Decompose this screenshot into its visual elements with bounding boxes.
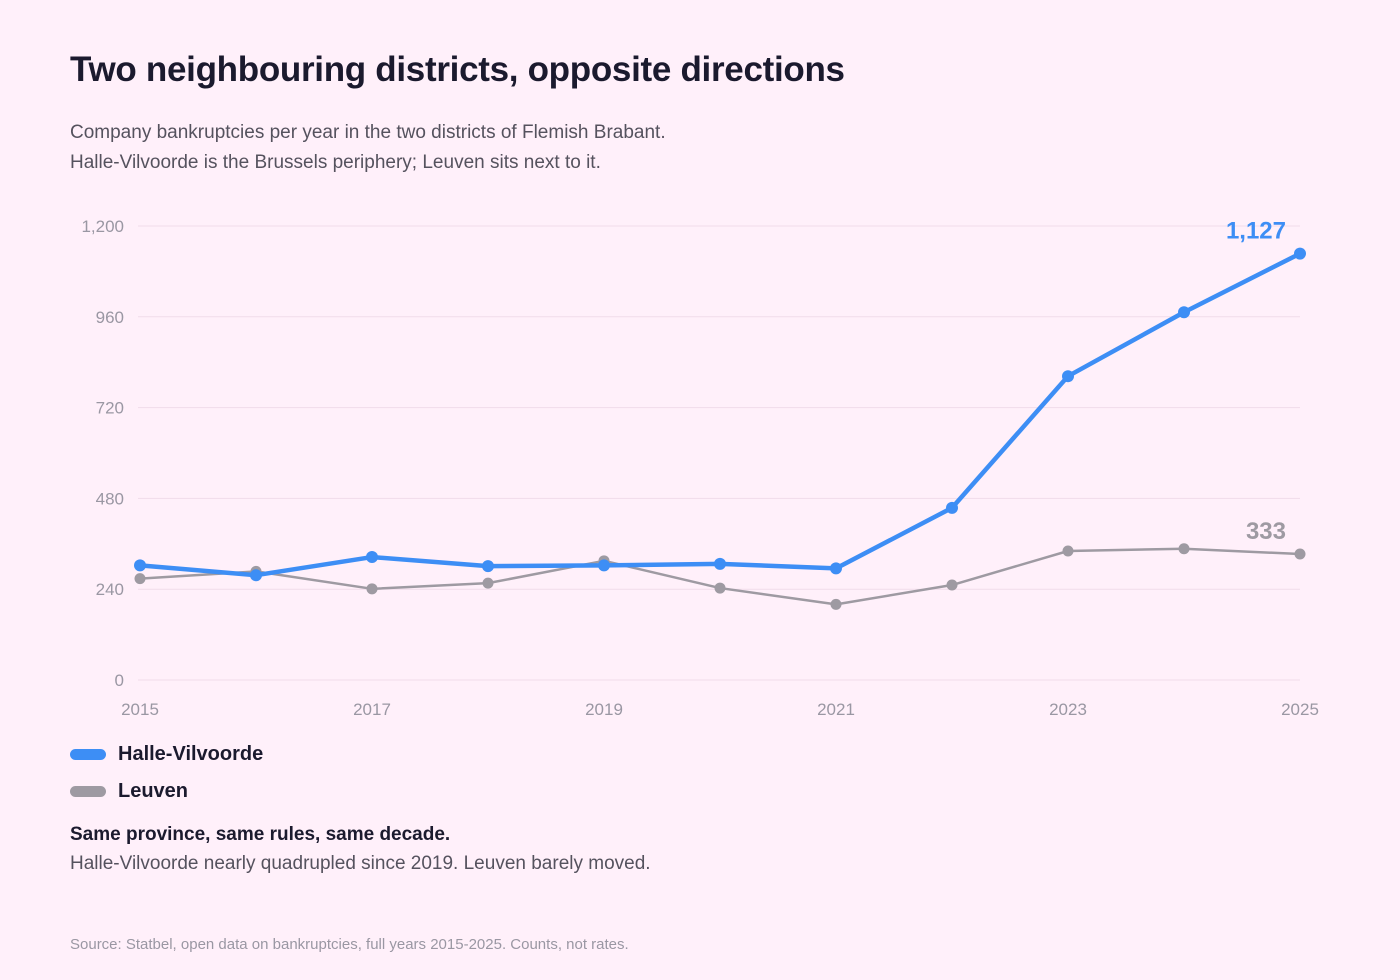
subtitle-line-1: Company bankruptcies per year in the two… xyxy=(70,122,666,143)
x-tick-label-2023: 2023 xyxy=(1049,700,1087,719)
chart-title: Two neighbouring districts, opposite dir… xyxy=(70,50,845,89)
point-halle-vilvoorde-2019 xyxy=(598,559,610,572)
x-tick-label-2021: 2021 xyxy=(817,700,855,719)
end-label-leuven: 333 xyxy=(1246,518,1286,545)
takeaway-body: Halle-Vilvoorde nearly quadrupled since … xyxy=(70,853,651,874)
series-line-halle-vilvoorde xyxy=(137,251,1303,578)
point-halle-vilvoorde-2025 xyxy=(1294,247,1306,260)
subtitle-line-2: Halle-Vilvoorde is the Brussels peripher… xyxy=(70,152,601,173)
end-label-halle-vilvoorde: 1,127 xyxy=(1226,218,1286,245)
legend: Halle-Vilvoorde Leuven xyxy=(70,736,263,810)
point-halle-vilvoorde-2022 xyxy=(946,501,958,514)
point-leuven-2015 xyxy=(134,573,146,585)
y-axis-ticks: 0 240 480 720 960 1,200 xyxy=(81,217,124,690)
point-leuven-2022 xyxy=(946,579,958,591)
point-leuven-2021 xyxy=(830,598,842,610)
end-labels: 333 1,127 xyxy=(1226,218,1286,545)
takeaway-headline: Same province, same rules, same decade. xyxy=(70,824,451,845)
point-leuven-2020 xyxy=(714,582,726,594)
point-halle-vilvoorde-2023 xyxy=(1062,370,1074,383)
grid-lines xyxy=(138,225,1300,681)
point-halle-vilvoorde-2020 xyxy=(714,557,726,570)
point-halle-vilvoorde-2015 xyxy=(134,559,146,572)
point-halle-vilvoorde-2024 xyxy=(1178,306,1190,319)
y-tick-label-0: 0 xyxy=(115,671,124,690)
source-note: Source: Statbel, open data on bankruptci… xyxy=(70,936,629,953)
y-tick-label-1: 240 xyxy=(96,580,124,599)
point-halle-vilvoorde-2021 xyxy=(830,562,842,575)
point-halle-vilvoorde-2018 xyxy=(482,560,494,573)
legend-swatch-leuven xyxy=(70,786,106,797)
legend-item-leuven: Leuven xyxy=(70,773,263,810)
point-leuven-2024 xyxy=(1178,543,1190,555)
y-tick-label-4: 960 xyxy=(96,308,124,327)
series-layer xyxy=(134,247,1306,610)
x-tick-label-2015: 2015 xyxy=(121,700,159,719)
x-tick-label-2017: 2017 xyxy=(353,700,391,719)
point-leuven-2023 xyxy=(1062,545,1074,557)
y-tick-label-2: 480 xyxy=(96,489,124,508)
legend-item-halle-vilvoorde: Halle-Vilvoorde xyxy=(70,736,263,773)
point-leuven-2018 xyxy=(482,577,494,589)
legend-swatch-halle-vilvoorde xyxy=(70,749,106,760)
y-tick-label-3: 720 xyxy=(96,399,124,418)
y-tick-label-5: 1,200 xyxy=(81,217,124,236)
x-tick-label-2019: 2019 xyxy=(585,700,623,719)
point-leuven-2017 xyxy=(366,583,378,595)
series-line-leuven xyxy=(138,547,1302,606)
point-leuven-2025 xyxy=(1294,548,1306,560)
x-axis-ticks: 2015 2017 2019 2021 2023 2025 xyxy=(121,700,1319,719)
point-halle-vilvoorde-2017 xyxy=(366,551,378,564)
legend-label-leuven: Leuven xyxy=(118,780,189,802)
point-halle-vilvoorde-2016 xyxy=(250,569,262,582)
legend-label-halle-vilvoorde: Halle-Vilvoorde xyxy=(118,743,264,765)
x-tick-label-2025: 2025 xyxy=(1281,700,1319,719)
chart-subtitle: Company bankruptcies per year in the two… xyxy=(70,118,666,178)
